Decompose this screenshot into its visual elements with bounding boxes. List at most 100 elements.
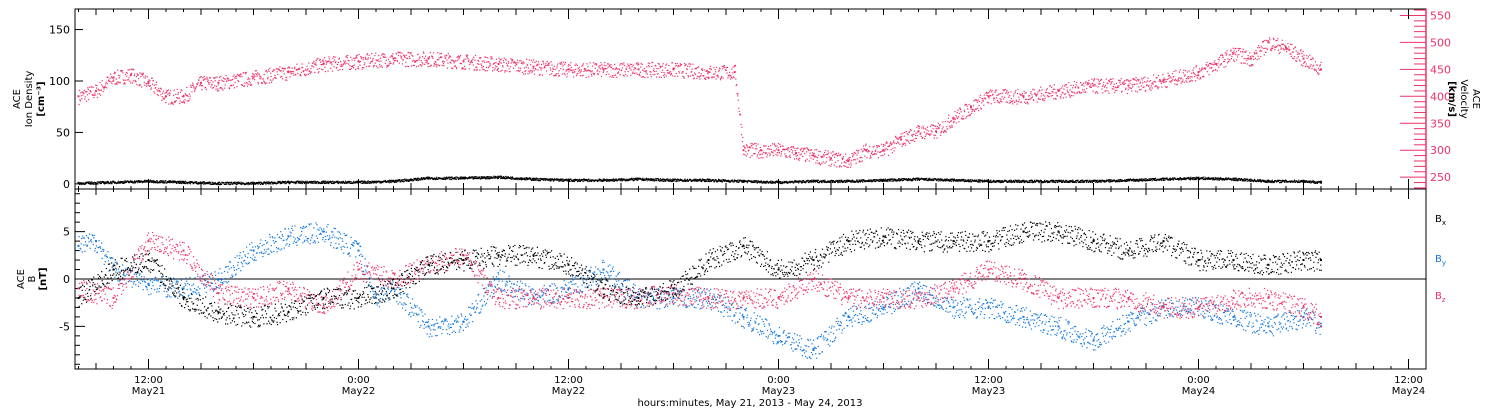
velocity-sample: [1286, 51, 1288, 53]
velocity-sample: [1044, 95, 1046, 97]
density-sample: [145, 180, 147, 183]
velocity-sample: [239, 73, 242, 75]
velocity-sample: [1041, 92, 1043, 95]
velocity-sample: [966, 116, 968, 118]
velocity-sample: [517, 69, 519, 72]
velocity-sample: [421, 65, 423, 67]
velocity-sample: [615, 67, 617, 70]
velocity-sample: [471, 59, 473, 61]
velocity-sample: [696, 77, 698, 80]
density-sample: [203, 183, 205, 185]
velocity-sample: [299, 73, 302, 76]
density-sample: [480, 178, 482, 180]
velocity-sample: [927, 133, 929, 135]
density-sample: [571, 179, 573, 181]
density-sample: [428, 177, 431, 179]
density-sample: [460, 177, 462, 179]
velocity-sample: [1303, 54, 1305, 56]
velocity-sample: [219, 87, 221, 89]
velocity-sample: [950, 126, 952, 128]
velocity-sample: [276, 71, 278, 73]
velocity-sample: [782, 145, 784, 147]
density-sample: [297, 180, 299, 182]
velocity-sample: [824, 151, 826, 154]
velocity-sample: [1087, 81, 1089, 84]
velocity-sample: [148, 80, 150, 82]
velocity-sample: [1135, 90, 1137, 92]
velocity-sample: [882, 154, 884, 157]
velocity-sample: [1021, 92, 1023, 95]
velocity-sample: [524, 70, 526, 72]
velocity-sample: [217, 84, 219, 86]
velocity-sample: [1112, 86, 1114, 88]
density-sample: [708, 180, 710, 182]
velocity-sample: [571, 70, 573, 72]
velocity-sample: [338, 58, 340, 60]
velocity-sample: [808, 160, 810, 162]
velocity-sample: [659, 65, 661, 67]
velocity-sample: [130, 82, 132, 84]
velocity-sample: [771, 151, 773, 153]
velocity-sample: [394, 57, 396, 59]
velocity-sample: [780, 155, 782, 157]
velocity-sample: [859, 157, 862, 159]
velocity-sample: [1115, 87, 1117, 89]
velocity-sample: [880, 151, 882, 153]
velocity-sample: [985, 98, 987, 100]
density-sample: [344, 182, 346, 184]
velocity-sample: [549, 67, 551, 69]
velocity-sample: [233, 74, 235, 76]
velocity-sample: [622, 64, 624, 66]
density-sample: [450, 178, 453, 181]
velocity-sample: [253, 79, 256, 81]
velocity-sample: [446, 67, 449, 69]
velocity-sample: [613, 76, 615, 78]
velocity-sample: [607, 66, 609, 68]
velocity-sample: [369, 65, 371, 67]
velocity-sample: [1013, 95, 1015, 97]
velocity-sample: [724, 66, 726, 69]
density-sample: [92, 182, 94, 184]
velocity-sample: [761, 149, 763, 152]
velocity-sample: [739, 113, 741, 115]
velocity-sample: [1072, 87, 1074, 89]
velocity-sample: [845, 162, 847, 164]
velocity-sample: [689, 75, 691, 77]
velocity-sample: [659, 66, 662, 69]
density-sample: [560, 180, 562, 182]
velocity-sample: [273, 69, 275, 71]
velocity-sample: [454, 65, 456, 67]
velocity-sample: [910, 129, 912, 132]
velocity-sample: [1272, 45, 1274, 47]
velocity-sample: [459, 62, 461, 64]
velocity-sample: [400, 56, 403, 58]
density-sample: [294, 182, 296, 184]
density-sample: [539, 180, 541, 182]
velocity-sample: [420, 64, 422, 66]
velocity-sample: [324, 70, 327, 73]
density-sample: [738, 181, 740, 183]
density-sample: [693, 178, 695, 180]
velocity-sample: [692, 75, 694, 77]
velocity-sample: [290, 73, 292, 75]
velocity-sample: [1185, 78, 1188, 80]
density-sample: [339, 182, 342, 184]
velocity-sample: [829, 159, 831, 161]
velocity-sample: [905, 139, 907, 141]
density-sample: [686, 178, 688, 181]
velocity-sample: [1309, 65, 1311, 67]
density-sample: [154, 180, 156, 183]
velocity-sample: [825, 161, 827, 163]
velocity-sample: [1094, 92, 1097, 94]
velocity-sample: [259, 77, 261, 79]
velocity-sample: [281, 78, 284, 80]
density-sample: [190, 181, 192, 183]
velocity-sample: [307, 73, 309, 75]
velocity-sample: [964, 110, 966, 113]
velocity-sample: [1174, 83, 1176, 85]
density-sample: [122, 181, 124, 183]
density-sample: [719, 179, 721, 182]
velocity-sample: [155, 81, 158, 84]
velocity-sample: [713, 76, 715, 78]
